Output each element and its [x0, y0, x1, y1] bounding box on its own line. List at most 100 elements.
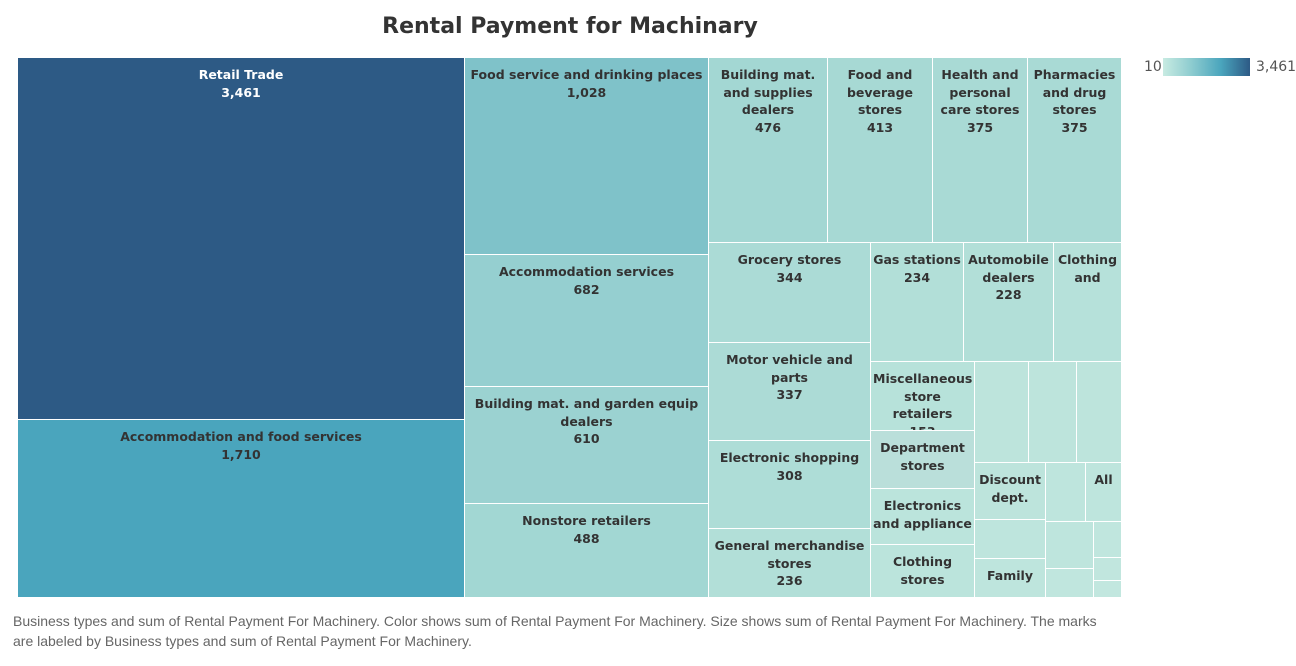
treemap-tile: Accommodation and food services 1,710	[18, 420, 465, 598]
tile-name-line: Accommodation and food services	[120, 429, 362, 444]
treemap-tile	[975, 520, 1046, 559]
treemap-tile: All	[1086, 463, 1122, 522]
tile-value: 375	[1061, 119, 1088, 135]
tile-name-line: and appliance	[873, 515, 972, 531]
treemap-tile: Food service and drinking places 1,028	[465, 58, 709, 255]
treemap-tile: Retail Trade 3,461	[18, 58, 465, 420]
treemap-tile: Nonstore retailers 488	[465, 504, 709, 598]
treemap-tile: Health and personal care stores 375	[933, 58, 1028, 243]
tile-name-line: stores	[767, 555, 812, 571]
treemap-tile: Accommodation services 682	[465, 255, 709, 387]
treemap-tile: Electronics and appliance	[871, 489, 975, 545]
tile-name-line: and drug	[1042, 84, 1107, 100]
tile-label: Automobile dealers 228	[966, 251, 1051, 304]
treemap-tile: Clothing and	[1054, 243, 1122, 362]
tile-name-line: Food and	[847, 67, 913, 82]
tile-name-line: Clothing	[1057, 252, 1118, 267]
treemap-tile	[1046, 569, 1094, 598]
legend-max-label: 3,461	[1256, 59, 1296, 75]
treemap-tile: Motor vehicle and parts 337	[709, 343, 871, 441]
treemap-tile	[1094, 558, 1122, 581]
tile-label: Gas stations 234	[873, 251, 961, 286]
tile-name-line: stores	[900, 571, 945, 587]
treemap-tile	[975, 362, 1029, 463]
tile-label: Grocery stores 344	[711, 251, 868, 286]
chart-caption: Business types and sum of Rental Payment…	[13, 613, 1097, 649]
tile-name-line: Food service and drinking places	[470, 67, 703, 82]
tile-name-line: All	[1094, 472, 1113, 487]
tile-name-line: Family	[987, 568, 1033, 583]
tile-name-line: Automobile	[968, 252, 1049, 267]
tile-label: All	[1088, 471, 1119, 489]
tile-name-line: stores	[1052, 102, 1097, 117]
tile-value: 375	[966, 119, 994, 135]
treemap-tile: Gas stations 234	[871, 243, 964, 362]
color-legend: 10 3,461	[1140, 58, 1296, 78]
tile-name-line: Motor vehicle and parts	[726, 352, 853, 385]
tile-name-line: Accommodation services	[498, 264, 675, 279]
treemap-tile: Automobile dealers 228	[964, 243, 1054, 362]
tile-name-line: Clothing	[892, 554, 953, 569]
tile-label: Electronics and appliance	[873, 497, 972, 532]
tile-value: 3,461	[221, 84, 261, 100]
tile-name-line: stores	[857, 102, 903, 117]
tile-label: Retail Trade 3,461	[20, 66, 462, 101]
tile-value: 413	[866, 119, 894, 135]
tile-label: Department stores	[873, 439, 972, 474]
tile-label: Building mat. and garden equip dealers 610	[467, 395, 706, 448]
tile-value: 488	[573, 530, 600, 546]
tile-value: 476	[754, 119, 782, 135]
tile-label: Clothing and	[1056, 251, 1119, 286]
tile-value: 1,028	[566, 84, 607, 100]
treemap-tile: Discount dept.	[975, 463, 1046, 520]
treemap-tile: Pharmacies and drug stores 375	[1028, 58, 1122, 243]
tile-value: 344	[776, 269, 803, 285]
tile-value: 153	[909, 423, 936, 431]
tile-name-line: Retail Trade	[198, 67, 284, 82]
treemap-tile: Building mat. and garden equip dealers 610	[465, 387, 709, 504]
treemap-tile: Food and beverage stores 413	[828, 58, 933, 243]
tile-name-line: Electronic shopping	[719, 450, 860, 465]
tile-name-line: Grocery stores	[737, 252, 842, 267]
tile-value: 308	[776, 467, 803, 483]
tile-value: 234	[903, 269, 931, 285]
tile-label: Building mat. and supplies dealers 476	[711, 66, 825, 136]
treemap-tile	[1094, 581, 1122, 598]
tile-value: 228	[995, 287, 1022, 302]
tile-name-line: Miscellaneous	[873, 371, 973, 386]
treemap-tile	[1046, 522, 1094, 569]
tile-label: Pharmacies and drug stores 375	[1030, 66, 1119, 136]
tile-label: Clothing stores	[873, 553, 972, 588]
treemap-tile	[1046, 463, 1086, 522]
tile-label: Electronic shopping 308	[711, 449, 868, 484]
tile-name-line: Building mat.	[720, 67, 816, 82]
tile-value: 337	[776, 387, 803, 402]
tile-name-line: Pharmacies	[1033, 67, 1116, 82]
tile-label: Accommodation services 682	[467, 263, 706, 298]
tile-name-line: personal	[949, 84, 1011, 100]
tile-label: Accommodation and food services 1,710	[20, 428, 462, 463]
tile-label: Food and beverage stores 413	[830, 66, 930, 136]
treemap-tile: Miscellaneous store retailers 153	[871, 362, 975, 431]
tile-name-line: Department	[880, 440, 965, 455]
treemap-tile: Family	[975, 559, 1046, 598]
tile-name-line: and supplies	[723, 84, 813, 100]
tile-name-line: Nonstore retailers	[522, 513, 651, 528]
tile-name-line: Health and	[941, 67, 1019, 82]
tile-name-line: Electronics	[883, 498, 962, 513]
treemap-tile: General merchandise stores 236	[709, 529, 871, 598]
tile-name-line: stores	[900, 457, 945, 473]
tile-value: 1,710	[221, 446, 261, 462]
tile-label: Food service and drinking places 1,028	[467, 66, 706, 101]
tile-name-line: Gas stations	[873, 252, 961, 267]
tile-name-line: store retailers	[892, 388, 953, 422]
tile-label: Miscellaneous store retailers 153	[873, 370, 973, 431]
tile-label: Motor vehicle and parts 337	[711, 351, 868, 404]
legend-min-label: 10	[1144, 59, 1162, 75]
tile-name-line: dealers	[741, 102, 795, 117]
chart-title: Rental Payment for Machinary	[382, 14, 758, 39]
tile-label: Nonstore retailers 488	[467, 512, 706, 547]
tile-name-line: care stores	[940, 102, 1020, 117]
tile-label: Family	[977, 567, 1043, 585]
treemap-tile: Clothing stores	[871, 545, 975, 598]
